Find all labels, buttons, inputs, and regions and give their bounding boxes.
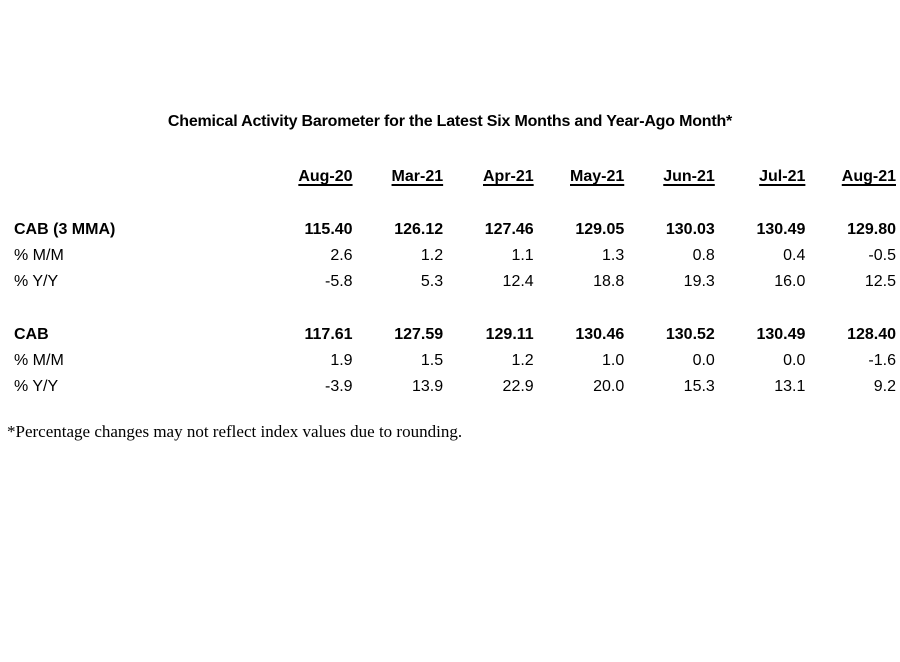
cell-value: 0.0 bbox=[783, 352, 806, 369]
cell-value: 15.3 bbox=[683, 378, 715, 395]
cell-value: 1.3 bbox=[602, 247, 625, 264]
cab-data-table: Aug-20 Mar-21 Apr-21 May-21 Jun-21 Jul-21 Aug-… bbox=[14, 164, 896, 400]
cell-value: 12.4 bbox=[502, 273, 534, 290]
cell-value: 115.40 bbox=[304, 221, 353, 238]
cell-value: 9.2 bbox=[873, 378, 896, 395]
cell-value: 0.0 bbox=[692, 352, 715, 369]
cell-value: 130.49 bbox=[756, 326, 806, 343]
row-label: CAB bbox=[14, 326, 49, 343]
table-header-row: Aug-20 Mar-21 Apr-21 May-21 Jun-21 Jul-21 Aug-… bbox=[14, 164, 896, 190]
table-body: CAB (3 MMA) 115.40 126.12 127.46 129.05 130.0… bbox=[14, 190, 896, 400]
table-row: CAB 117.61 127.59 129.11 130.46 130.52 130.49 1… bbox=[14, 322, 896, 348]
cell-value: 22.9 bbox=[502, 378, 534, 395]
cell-value: 1.0 bbox=[602, 352, 625, 369]
table-row: % Y/Y -3.9 13.9 22.9 20.0 15.3 13.1 9.2 bbox=[14, 374, 896, 400]
spacer-cell bbox=[14, 190, 896, 217]
cell-value: 13.9 bbox=[411, 378, 444, 395]
cell-value: 130.03 bbox=[665, 221, 715, 238]
cab-table-figure: Chemical Activity Barometer for the Late… bbox=[0, 112, 900, 662]
cell-value: 1.2 bbox=[420, 247, 444, 264]
cell-value: 129.80 bbox=[847, 221, 896, 238]
row-label: % M/M bbox=[14, 352, 64, 369]
column-header: Jul-21 bbox=[759, 168, 806, 185]
table-footnote: *Percentage changes may not reflect inde… bbox=[7, 422, 463, 441]
cell-value: -0.5 bbox=[868, 247, 896, 264]
spacer-row bbox=[14, 295, 896, 322]
cell-value: 1.5 bbox=[420, 352, 444, 369]
cell-value: 128.40 bbox=[847, 326, 896, 343]
cell-value: 13.1 bbox=[774, 378, 806, 395]
column-header: Aug-21 bbox=[841, 168, 896, 185]
cell-value: 0.8 bbox=[692, 247, 715, 264]
cell-value: 117.61 bbox=[304, 326, 353, 343]
table-title: Chemical Activity Barometer for the Late… bbox=[167, 113, 733, 130]
cell-value: 130.49 bbox=[756, 221, 806, 238]
cell-value: 19.3 bbox=[683, 273, 715, 290]
cell-value: 130.52 bbox=[665, 326, 715, 343]
cell-value: -5.8 bbox=[324, 273, 353, 290]
cell-value: 1.2 bbox=[511, 352, 534, 369]
cell-value: 5.3 bbox=[420, 273, 444, 290]
column-header: Mar-21 bbox=[391, 168, 444, 185]
cell-value: 18.8 bbox=[593, 273, 625, 290]
spacer-row bbox=[14, 190, 896, 217]
row-label: % Y/Y bbox=[14, 378, 59, 395]
column-header: May-21 bbox=[570, 168, 625, 185]
cell-value: 127.46 bbox=[484, 221, 534, 238]
cell-value: -1.6 bbox=[868, 352, 896, 369]
spacer-cell bbox=[14, 295, 896, 322]
cell-value: 126.12 bbox=[394, 221, 444, 238]
table-row: % Y/Y -5.8 5.3 12.4 18.8 19.3 16.0 12.5 bbox=[14, 269, 896, 295]
cell-value: 1.9 bbox=[330, 352, 353, 369]
cell-value: 12.5 bbox=[864, 273, 896, 290]
cell-value: 129.05 bbox=[575, 221, 625, 238]
table-row: % M/M 1.9 1.5 1.2 1.0 0.0 0.0 -1.6 bbox=[14, 348, 896, 374]
table-row: % M/M 2.6 1.2 1.1 1.3 0.8 0.4 -0.5 bbox=[14, 243, 896, 269]
column-header-blank bbox=[14, 164, 262, 190]
column-header: Aug-20 bbox=[298, 168, 353, 185]
cell-value: 127.59 bbox=[394, 326, 444, 343]
cell-value: -3.9 bbox=[324, 378, 353, 395]
row-label: % M/M bbox=[14, 247, 64, 264]
cell-value: 0.4 bbox=[783, 247, 806, 264]
cell-value: 2.6 bbox=[330, 247, 353, 264]
cell-value: 1.1 bbox=[511, 247, 534, 264]
cell-value: 16.0 bbox=[774, 273, 806, 290]
column-header: Apr-21 bbox=[483, 168, 534, 185]
cell-value: 20.0 bbox=[593, 378, 625, 395]
table-row: CAB (3 MMA) 115.40 126.12 127.46 129.05 130.0… bbox=[14, 217, 896, 243]
row-label: % Y/Y bbox=[14, 273, 59, 290]
row-label: CAB (3 MMA) bbox=[14, 221, 116, 238]
cell-value: 129.11 bbox=[485, 326, 534, 343]
cell-value: 130.46 bbox=[575, 326, 625, 343]
column-header: Jun-21 bbox=[663, 168, 715, 185]
